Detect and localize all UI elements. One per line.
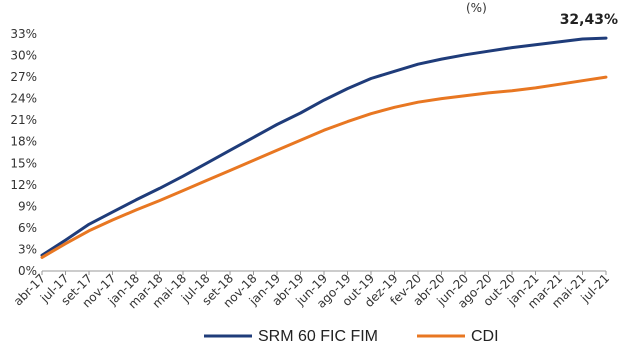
y-tick-label: 21%	[10, 113, 37, 127]
y-tick-label: 9%	[18, 199, 37, 213]
y-tick-label: 33%	[10, 27, 37, 41]
legend-label: CDI	[471, 328, 499, 345]
last-value-label: 32,43%	[560, 12, 618, 28]
y-tick-label: 27%	[10, 70, 37, 84]
y-tick-label: 12%	[10, 178, 37, 192]
y-tick-label: 30%	[10, 49, 37, 63]
series-line	[40, 75, 608, 259]
x-axis: abr-17jul-17set-17nov-17jan-18mar-18mai-…	[11, 270, 612, 311]
series-lines	[40, 36, 608, 259]
legend-label: SRM 60 FIC FIM	[258, 328, 378, 345]
y-axis: 0% 3% 6% 9% 12% 15% 18% 21% 24% 27% 30% 33%	[10, 27, 37, 278]
y-tick-label: 15%	[10, 156, 37, 170]
y-tick-label: 6%	[18, 221, 37, 235]
chart-title-fragment: (%)	[466, 1, 487, 15]
y-tick-label: 3%	[18, 242, 37, 256]
y-tick-label: 0%	[18, 264, 37, 278]
y-tick-label: 24%	[10, 92, 37, 106]
y-tick-label: 18%	[10, 135, 37, 149]
series-line	[40, 36, 608, 257]
legend: SRM 60 FIC FIM CDI	[204, 328, 499, 345]
